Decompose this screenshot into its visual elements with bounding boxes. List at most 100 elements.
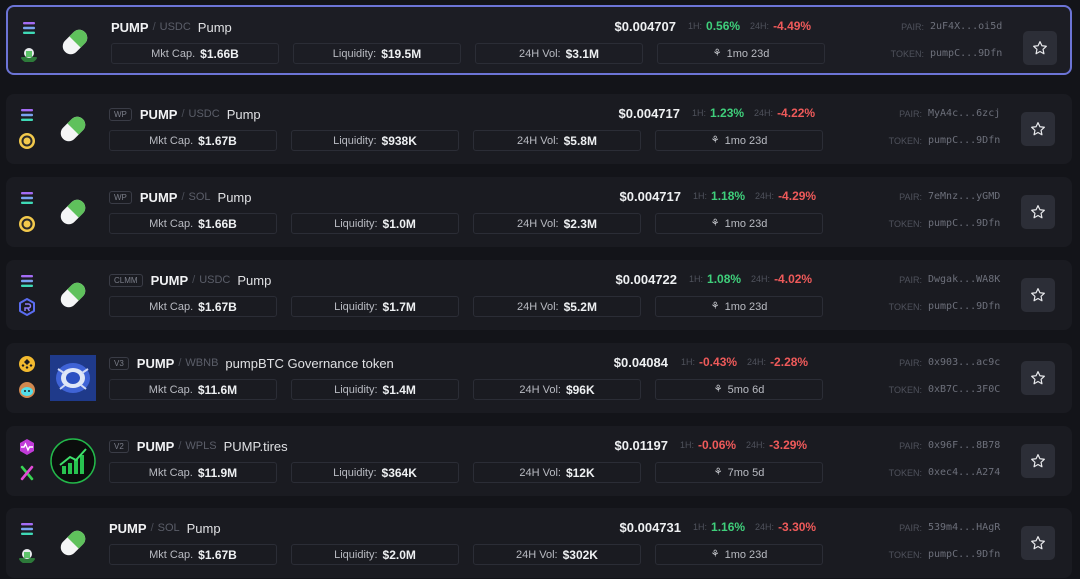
pair-row[interactable]: CLMM PUMP / USDC Pump $0.004722 1H: 1.08… <box>6 260 1072 330</box>
h24-change: -4.02% <box>774 272 813 286</box>
token-address-value[interactable]: 0xB7C...3F0C <box>928 384 1001 395</box>
token-address-value[interactable]: 0xec4...A274 <box>928 467 1001 478</box>
market-cap-value: $1.66B <box>200 46 239 61</box>
star-icon <box>1031 205 1045 219</box>
dex-badge: CLMM <box>109 273 143 287</box>
market-cap-value: $1.66B <box>198 216 237 231</box>
pair-address[interactable]: PAIR: 539m4...HAgR <box>878 522 1000 533</box>
pair-row[interactable]: WP PUMP / SOL Pump $0.004717 1H: 1.18% 2… <box>6 177 1072 247</box>
raydium-icon <box>21 48 37 62</box>
liquidity-label: Liquidity: <box>332 47 377 60</box>
quote-symbol: USDC <box>199 274 231 286</box>
pair-address-value[interactable]: 2uF4X...oi5d <box>930 21 1003 32</box>
pair-address-value[interactable]: 0x96F...8B78 <box>928 440 1001 451</box>
favorite-button[interactable] <box>1021 278 1055 312</box>
pair-row[interactable]: PUMP / USDC Pump $0.004707 1H: 0.56% 24H… <box>6 5 1072 75</box>
base-symbol: PUMP <box>136 355 175 371</box>
solana-icon <box>21 523 33 535</box>
token-address-value[interactable]: pumpC...9Dfn <box>928 549 1001 560</box>
volume: 24H Vol: $5.2M <box>473 296 641 317</box>
token-address[interactable]: TOKEN: 0xec4...A274 <box>878 467 1001 478</box>
price-changes: 1H: 1.23% 24H: -4.22% <box>692 106 815 120</box>
token-address-label: TOKEN: <box>888 135 922 146</box>
liquidity-value: $1.7M <box>382 299 416 314</box>
pair-age-value: 5mo 6d <box>727 383 765 396</box>
liquidity: Liquidity: $1.0M <box>291 213 459 234</box>
token-address[interactable]: TOKEN: pumpC...9Dfn <box>878 135 1001 146</box>
pair-address[interactable]: PAIR: 7eMnz...yGMD <box>878 191 1000 202</box>
price: $0.004707 <box>614 19 676 34</box>
dex-badge: WP <box>109 190 132 204</box>
favorite-button[interactable] <box>1023 31 1057 65</box>
pair-address-label: PAIR: <box>899 274 922 285</box>
volume-value: $12K <box>565 465 595 480</box>
pair-address[interactable]: PAIR: 2uF4X...oi5d <box>880 21 1002 32</box>
token-name: Pump <box>226 106 261 122</box>
price: $0.04084 <box>613 355 668 370</box>
pair-address[interactable]: PAIR: 0x903...ac9c <box>878 357 1000 368</box>
favorite-button[interactable] <box>1021 361 1055 395</box>
volume: 24H Vol: $96K <box>473 379 641 400</box>
token-address[interactable]: TOKEN: pumpC...9Dfn <box>880 48 1003 59</box>
chain-badges <box>18 189 38 239</box>
favorite-button[interactable] <box>1021 112 1055 146</box>
pair-address-value[interactable]: MyA4c...6zcj <box>928 108 1001 119</box>
liquidity: Liquidity: $1.4M <box>291 379 459 400</box>
pair-address[interactable]: PAIR: MyA4c...6zcj <box>878 108 1000 119</box>
market-cap-label: Mkt Cap. <box>149 217 194 230</box>
favorite-button[interactable] <box>1021 195 1055 229</box>
favorite-button[interactable] <box>1021 526 1055 560</box>
pair-age-value: 1mo 23d <box>724 217 768 230</box>
pair-row[interactable]: V3 PUMP / WBNB pumpBTC Governance token … <box>6 343 1072 413</box>
chain-badges <box>18 355 38 405</box>
token-address-value[interactable]: pumpC...9Dfn <box>928 301 1001 312</box>
star-icon <box>1033 41 1047 55</box>
favorite-button[interactable] <box>1021 444 1055 478</box>
pair-address[interactable]: PAIR: Dwgak...WA8K <box>878 274 1000 285</box>
pumpbtc-logo-icon <box>50 355 96 401</box>
token-address[interactable]: TOKEN: pumpC...9Dfn <box>878 549 1001 560</box>
pair-row[interactable]: V2 PUMP / WPLS PUMP.tires $0.01197 1H: -… <box>6 426 1072 496</box>
quote-symbol: USDC <box>159 21 191 33</box>
price: $0.004717 <box>619 189 681 204</box>
pair-address-value[interactable]: Dwgak...WA8K <box>928 274 1001 285</box>
solana-icon <box>21 192 33 204</box>
pair-address-value[interactable]: 539m4...HAgR <box>928 522 1001 533</box>
token-address-value[interactable]: pumpC...9Dfn <box>930 48 1003 59</box>
h1-label: 1H: <box>693 522 708 532</box>
pair-age-value: 1mo 23d <box>724 134 768 147</box>
volume-value: $302K <box>562 547 598 562</box>
token-address-value[interactable]: pumpC...9Dfn <box>928 135 1001 146</box>
token-address[interactable]: TOKEN: pumpC...9Dfn <box>878 218 1001 229</box>
token-address-value[interactable]: pumpC...9Dfn <box>928 218 1001 229</box>
h24-change: -2.28% <box>770 355 809 369</box>
orca-icon <box>19 133 35 149</box>
pair-address-value[interactable]: 7eMnz...yGMD <box>928 191 1001 202</box>
token-address[interactable]: TOKEN: 0xB7C...3F0C <box>878 384 1001 395</box>
seedling-icon: ⚘ <box>713 384 723 395</box>
dex-badge: V3 <box>109 356 129 370</box>
pair-row[interactable]: PUMP / SOL Pump $0.004731 1H: 1.16% 24H:… <box>6 508 1072 578</box>
h1-label: 1H: <box>688 21 703 31</box>
liquidity-value: $19.5M <box>381 46 422 61</box>
dex-badge: WP <box>109 107 132 121</box>
pair-row[interactable]: WP PUMP / USDC Pump $0.004717 1H: 1.23% … <box>6 94 1072 164</box>
market-cap: Mkt Cap. $1.67B <box>109 130 277 151</box>
pair-address[interactable]: PAIR: 0x96F...8B78 <box>878 440 1000 451</box>
quote-symbol: SOL <box>157 522 180 534</box>
token-address-label: TOKEN: <box>888 467 922 478</box>
token-name: PUMP.tires <box>223 438 288 454</box>
volume-value: $2.3M <box>563 216 597 231</box>
liquidity: Liquidity: $2.0M <box>291 544 459 565</box>
chart-up-logo-icon <box>50 438 96 484</box>
pill-icon <box>60 282 86 308</box>
pill-icon <box>60 116 86 142</box>
market-cap-value: $1.67B <box>198 547 237 562</box>
token-address[interactable]: TOKEN: pumpC...9Dfn <box>878 301 1001 312</box>
price: $0.01197 <box>614 438 668 453</box>
market-cap-value: $11.9M <box>197 465 238 480</box>
token-name: Pump <box>186 520 221 536</box>
h24-label: 24H: <box>746 440 766 450</box>
pair-address-value[interactable]: 0x903...ac9c <box>928 357 1001 368</box>
raydium-clmm-icon <box>19 298 35 316</box>
